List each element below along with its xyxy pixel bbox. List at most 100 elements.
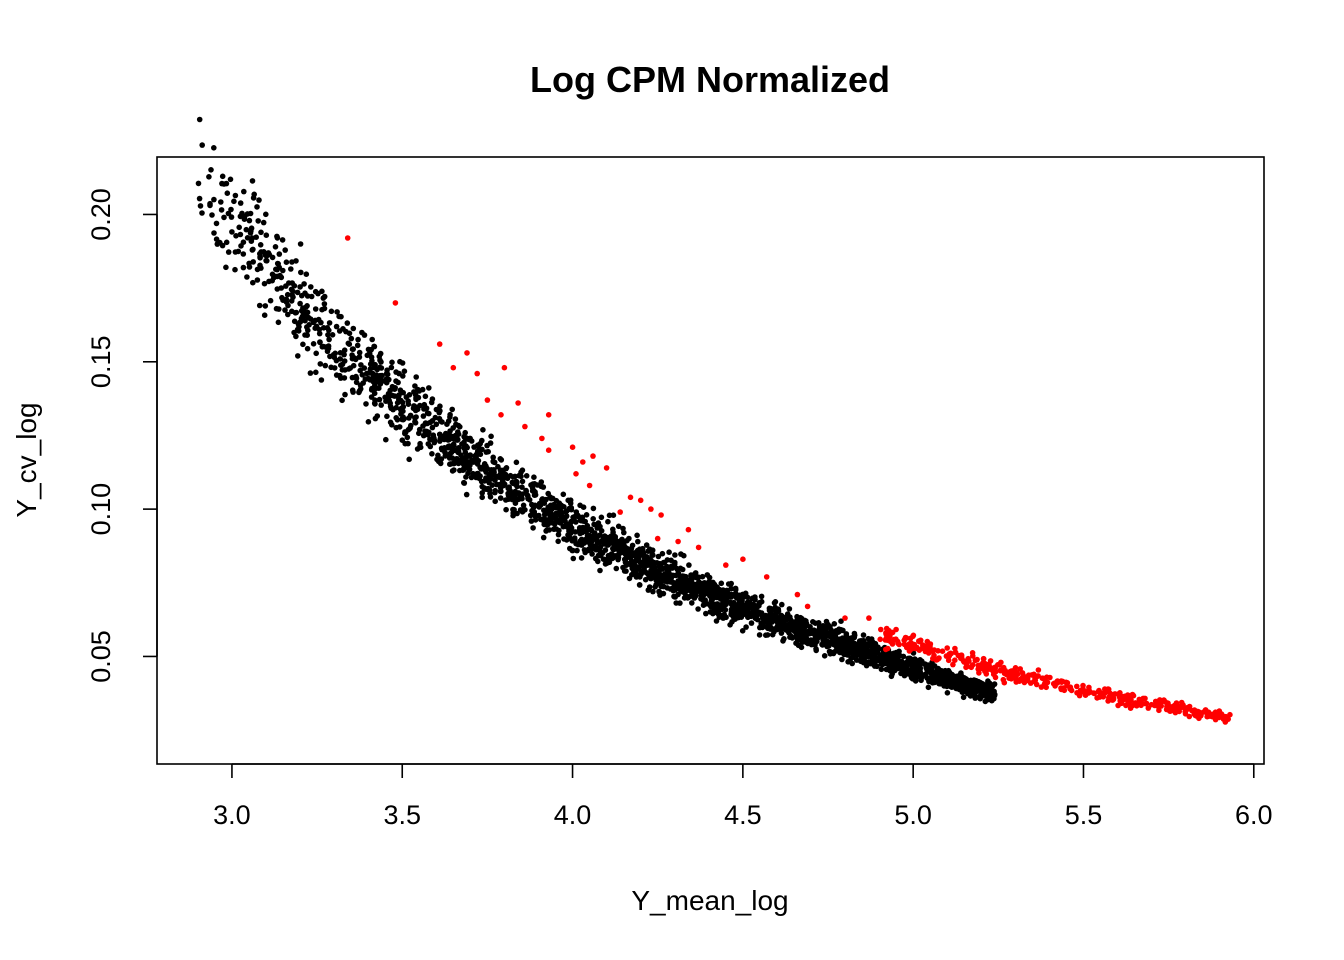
data-point-highlight — [952, 657, 958, 663]
data-point — [549, 504, 555, 511]
data-point-highlight — [1110, 695, 1117, 701]
data-point-highlight — [902, 636, 908, 642]
data-point — [342, 391, 348, 398]
data-point — [255, 218, 261, 224]
data-point — [208, 167, 214, 173]
data-point-highlight — [961, 659, 967, 665]
data-point — [725, 581, 732, 587]
data-point — [389, 383, 396, 390]
data-point — [813, 647, 819, 654]
data-point — [420, 413, 427, 419]
data-point — [871, 659, 878, 666]
data-point — [492, 498, 499, 505]
data-point — [757, 599, 763, 606]
data-point — [479, 494, 486, 501]
data-point — [532, 489, 538, 495]
data-point — [250, 259, 256, 265]
data-point — [732, 585, 739, 592]
data-point — [440, 433, 447, 440]
data-point — [232, 266, 238, 273]
data-point — [516, 472, 522, 479]
data-point — [669, 579, 676, 586]
data-point — [404, 434, 411, 441]
data-point — [244, 274, 250, 280]
data-point — [500, 482, 507, 489]
data-point — [519, 478, 526, 485]
data-point — [758, 593, 765, 600]
data-point — [422, 393, 429, 400]
data-point-highlight — [1207, 711, 1214, 718]
data-point — [683, 592, 689, 599]
data-point — [626, 550, 633, 556]
y-axis: 0.05 0.10 0.15 0.20 — [86, 188, 158, 683]
data-point — [888, 657, 894, 664]
data-point-highlight — [569, 444, 576, 451]
data-point — [677, 565, 684, 572]
data-point — [398, 411, 404, 417]
data-point — [932, 670, 939, 677]
data-point — [986, 689, 993, 696]
data-point — [977, 693, 983, 700]
data-point — [929, 680, 936, 686]
data-point — [720, 592, 726, 598]
data-point — [357, 367, 364, 374]
y-tick-label: 0.05 — [86, 630, 116, 683]
data-point-highlight — [1107, 690, 1113, 696]
data-point — [283, 259, 290, 266]
data-point — [324, 325, 331, 331]
data-point — [413, 414, 419, 420]
data-point — [716, 614, 723, 620]
data-point-highlight — [545, 412, 552, 418]
data-point-highlight — [1012, 665, 1019, 671]
data-point — [655, 553, 662, 560]
data-point-highlight — [866, 615, 872, 621]
data-point — [732, 616, 738, 622]
data-point-highlight — [1096, 687, 1102, 694]
data-point — [645, 587, 652, 593]
data-point — [429, 418, 436, 424]
data-point — [348, 335, 355, 342]
data-point — [361, 332, 368, 338]
data-point — [307, 370, 314, 376]
data-point — [553, 526, 560, 532]
data-point — [838, 618, 844, 624]
data-point — [257, 253, 263, 260]
data-point — [337, 356, 344, 362]
data-point — [519, 467, 526, 474]
data-point — [285, 302, 291, 309]
data-point — [349, 355, 356, 362]
data-point — [328, 308, 335, 315]
data-point — [828, 628, 834, 635]
x-tick-label: 4.5 — [724, 800, 762, 830]
data-point — [691, 585, 698, 591]
data-point — [855, 642, 861, 649]
data-point — [375, 376, 381, 382]
data-point — [928, 669, 934, 675]
y-tick-label: 0.15 — [86, 336, 116, 389]
data-point — [225, 210, 232, 217]
data-point — [279, 294, 285, 301]
data-point-highlight — [1086, 684, 1092, 691]
data-point — [591, 521, 597, 528]
data-point — [510, 474, 517, 480]
data-point — [710, 582, 717, 589]
data-point — [807, 624, 813, 630]
data-point — [635, 538, 641, 545]
data-point — [344, 320, 351, 326]
data-point — [844, 638, 850, 645]
data-point — [991, 681, 998, 687]
data-point — [283, 296, 290, 303]
data-point — [539, 497, 545, 503]
data-point — [356, 349, 363, 356]
data-point — [385, 395, 392, 401]
data-point — [227, 176, 234, 183]
data-point — [615, 556, 621, 563]
data-point — [564, 508, 570, 514]
data-point-highlight — [586, 482, 593, 489]
data-point — [389, 392, 396, 399]
data-point — [282, 307, 288, 313]
data-point — [964, 681, 971, 687]
data-point — [415, 386, 421, 393]
data-point — [859, 654, 865, 660]
